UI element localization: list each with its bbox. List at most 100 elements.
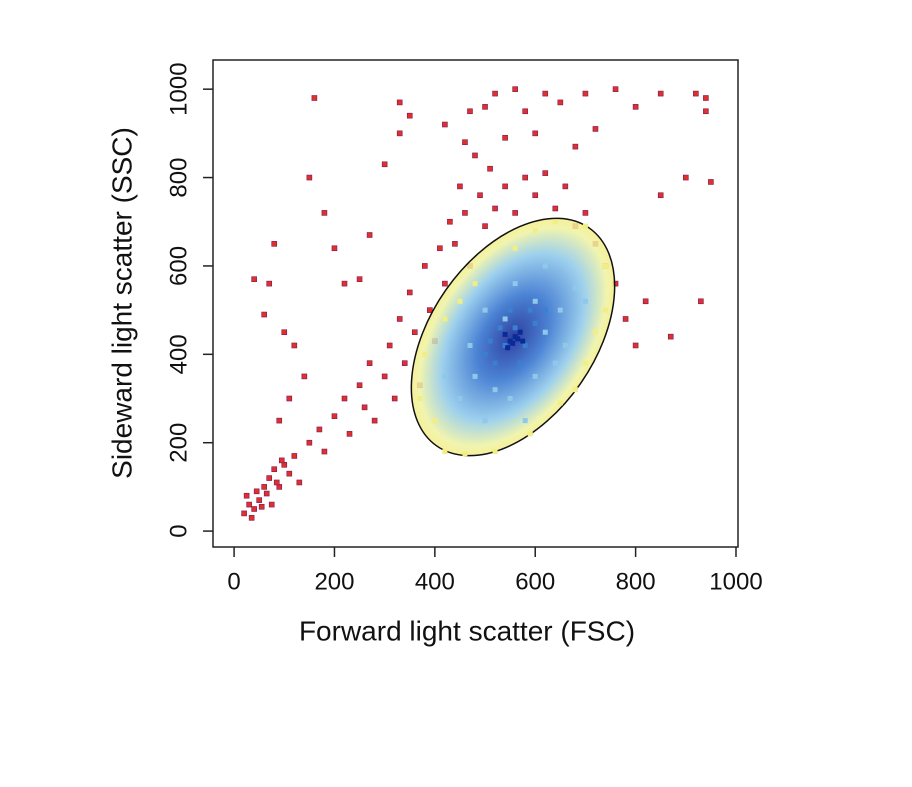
point [698, 298, 704, 305]
point [248, 515, 255, 521]
point [296, 479, 303, 486]
point [437, 245, 443, 252]
point [273, 479, 280, 486]
point [341, 280, 348, 287]
point [527, 307, 533, 313]
point [487, 165, 493, 172]
y-tick-label: 800 [165, 158, 192, 198]
point [442, 316, 448, 322]
point [557, 400, 563, 406]
point [371, 417, 378, 424]
y-tick-label: 1000 [165, 62, 192, 115]
point [356, 382, 363, 389]
point [391, 395, 398, 402]
point [492, 90, 498, 97]
point [482, 351, 488, 357]
point [396, 99, 403, 106]
point [532, 192, 539, 199]
point [505, 345, 511, 351]
point [502, 134, 508, 141]
point [602, 263, 608, 269]
y-tick-label: 0 [165, 524, 192, 537]
point [316, 426, 323, 433]
point [268, 501, 275, 508]
point [667, 333, 674, 340]
point [331, 245, 338, 252]
point [527, 431, 533, 437]
point [462, 139, 468, 145]
point [271, 466, 278, 473]
x-axis-title: Forward light scatter (FSC) [299, 615, 635, 646]
point [472, 281, 478, 287]
point [522, 342, 528, 348]
point [386, 342, 393, 349]
point [612, 86, 619, 92]
point [482, 104, 488, 110]
plot-frame [212, 59, 739, 548]
point [542, 263, 548, 269]
point [306, 439, 313, 446]
point [693, 90, 699, 97]
point [683, 174, 689, 181]
point [512, 334, 518, 340]
point [381, 161, 388, 168]
point [542, 307, 548, 313]
point [492, 205, 498, 212]
point [482, 418, 488, 424]
point [507, 338, 513, 344]
point [281, 329, 288, 336]
point [311, 95, 318, 101]
point [253, 488, 260, 495]
point [582, 298, 588, 304]
point [411, 329, 418, 336]
point [708, 179, 714, 185]
point [602, 307, 608, 313]
point [361, 404, 368, 411]
point [592, 126, 599, 132]
point [366, 232, 373, 238]
point [396, 130, 403, 137]
y-tick-label: 400 [165, 334, 192, 374]
point [381, 373, 388, 380]
point [442, 373, 448, 379]
point [542, 90, 549, 97]
point [572, 285, 578, 291]
point [406, 289, 413, 296]
point [258, 503, 265, 510]
point [572, 387, 578, 393]
point [452, 241, 458, 247]
point [467, 108, 473, 115]
point [512, 281, 518, 287]
point [457, 183, 463, 190]
point [356, 276, 363, 282]
point [417, 396, 423, 402]
point [422, 263, 428, 269]
point [301, 373, 308, 380]
point [286, 470, 293, 477]
point [557, 99, 564, 106]
point [632, 342, 639, 349]
point [442, 449, 448, 455]
point [331, 413, 338, 419]
point [492, 360, 498, 366]
x-tick-label: 0 [227, 568, 240, 595]
point [520, 338, 526, 344]
point [552, 360, 558, 366]
point [703, 95, 709, 101]
point [291, 453, 298, 459]
point [512, 325, 518, 331]
point [582, 360, 588, 366]
point [427, 307, 433, 313]
point [512, 86, 518, 92]
point [562, 183, 569, 190]
point [497, 325, 503, 331]
point [512, 245, 518, 251]
point [487, 338, 493, 344]
point [401, 360, 408, 366]
point [532, 298, 538, 304]
point [472, 152, 478, 159]
point [243, 492, 250, 499]
point [261, 484, 267, 490]
point [582, 223, 588, 229]
